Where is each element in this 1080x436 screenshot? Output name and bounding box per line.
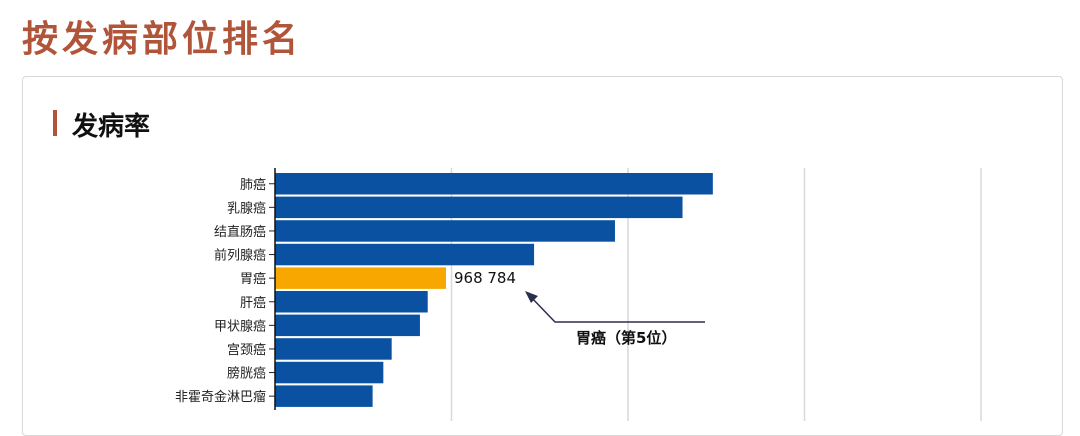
bar-4 bbox=[275, 267, 446, 289]
highlight-value-label: 968 784 bbox=[454, 269, 516, 287]
category-label: 肝癌 bbox=[240, 295, 266, 311]
bar-8 bbox=[275, 361, 384, 384]
category-label: 胃癌 bbox=[240, 271, 266, 287]
category-label: 膀胱癌 bbox=[227, 366, 266, 382]
bar-2 bbox=[275, 220, 615, 242]
category-label: 结直肠癌 bbox=[214, 224, 266, 240]
category-label: 前列腺癌 bbox=[214, 248, 266, 264]
category-label: 甲状腺癌 bbox=[214, 318, 266, 334]
section-accent-bar bbox=[53, 110, 57, 136]
bar-5 bbox=[275, 291, 428, 313]
category-label: 宫颈癌 bbox=[227, 342, 266, 358]
bar-9 bbox=[275, 385, 373, 407]
bar-1 bbox=[275, 196, 683, 219]
bar-3 bbox=[275, 243, 535, 266]
annotation-label: 胃癌（第5位） bbox=[576, 329, 676, 347]
bar-0 bbox=[275, 173, 713, 195]
annotation-arrow bbox=[525, 291, 705, 323]
section-title: 发病率 bbox=[72, 112, 151, 142]
category-label: 乳腺癌 bbox=[227, 200, 266, 216]
bar-6 bbox=[275, 314, 420, 337]
category-label: 肺癌 bbox=[240, 177, 266, 193]
bar-7 bbox=[275, 338, 392, 360]
page-title: 按发病部位排名 bbox=[22, 19, 303, 60]
category-label: 非霍奇金淋巴瘤 bbox=[175, 389, 266, 405]
